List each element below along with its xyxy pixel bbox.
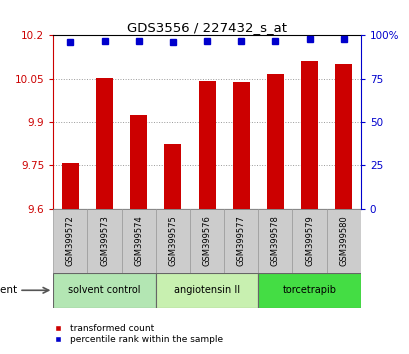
Text: GSM399576: GSM399576 [202, 215, 211, 266]
Bar [258, 209, 292, 273]
Bar [292, 209, 326, 273]
Bar [164, 144, 181, 209]
Title: GDS3556 / 227432_s_at: GDS3556 / 227432_s_at [127, 21, 286, 34]
Bar [62, 164, 79, 209]
Bar [266, 74, 283, 209]
Text: GSM399578: GSM399578 [270, 215, 279, 266]
Bar [121, 209, 155, 273]
Bar [198, 81, 215, 209]
Text: GSM399572: GSM399572 [66, 215, 75, 266]
Bar [96, 78, 113, 209]
Text: torcetrapib: torcetrapib [282, 285, 336, 295]
Text: angiotensin II: angiotensin II [173, 285, 240, 295]
Bar [53, 209, 87, 273]
Bar [53, 273, 155, 308]
Text: GSM399577: GSM399577 [236, 215, 245, 266]
Text: GSM399575: GSM399575 [168, 215, 177, 266]
Bar [155, 209, 189, 273]
Bar [87, 209, 121, 273]
Bar [232, 82, 249, 209]
Bar [326, 209, 360, 273]
Text: GSM399574: GSM399574 [134, 215, 143, 266]
Bar [334, 64, 351, 209]
Bar [300, 61, 317, 209]
Text: GSM399579: GSM399579 [304, 215, 313, 266]
Text: GSM399573: GSM399573 [100, 215, 109, 266]
Bar [189, 209, 224, 273]
Text: GSM399580: GSM399580 [338, 215, 347, 266]
Bar [130, 115, 147, 209]
Text: agent: agent [0, 285, 18, 295]
Bar [155, 273, 258, 308]
Text: solvent control: solvent control [68, 285, 140, 295]
Legend: transformed count, percentile rank within the sample: transformed count, percentile rank withi… [45, 321, 226, 348]
Bar [258, 273, 360, 308]
Bar [224, 209, 258, 273]
